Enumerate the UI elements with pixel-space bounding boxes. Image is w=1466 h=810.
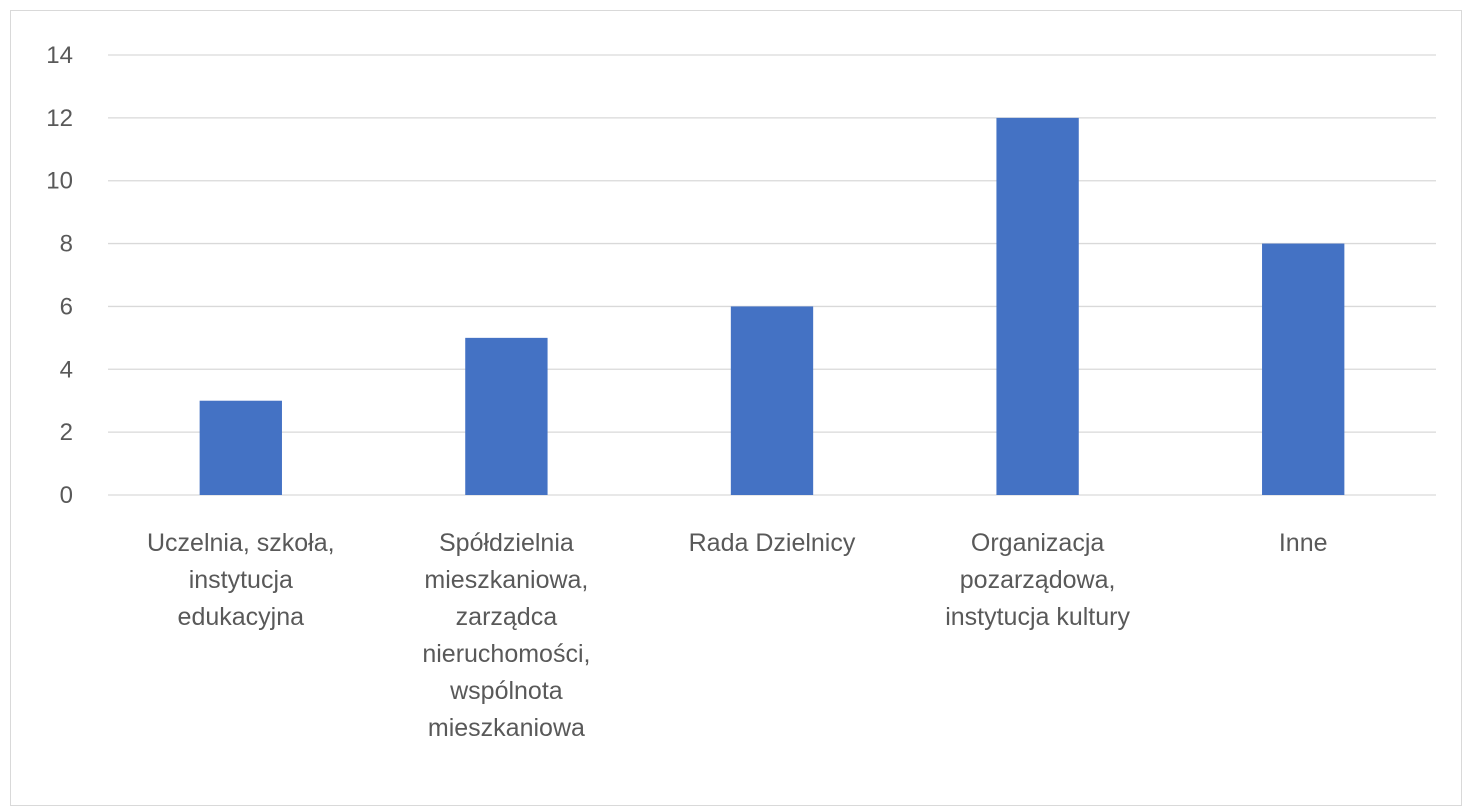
x-tick-label: wspólnota: [449, 677, 563, 705]
x-tick-label: Rada Dzielnicy: [689, 529, 856, 557]
x-tick-label: Uczelnia, szkoła,: [147, 529, 335, 557]
chart-frame: 0 2 4 6 8 10 12 14 Uczelnia, szkoła, instytucja ed…: [10, 10, 1462, 806]
y-tick-label: 6: [60, 293, 73, 320]
y-tick-label: 2: [60, 419, 73, 446]
x-tick-label: pozarządowa,: [960, 566, 1116, 594]
y-tick-label: 8: [60, 231, 73, 258]
bar-chart: 0 2 4 6 8 10 12 14 Uczelnia, szkoła, instytucja ed…: [46, 42, 1436, 742]
bar: [730, 306, 814, 495]
y-tick-label: 4: [60, 356, 73, 383]
x-tick-label: Organizacja: [971, 529, 1104, 557]
bar: [199, 400, 282, 495]
x-tick-label: Spółdzielnia: [439, 529, 574, 557]
x-tick-label: mieszkaniowa,: [424, 566, 588, 594]
y-tick-label: 14: [46, 42, 73, 69]
x-tick-label: instytucja: [189, 566, 293, 594]
y-tick-label: 10: [46, 168, 73, 195]
y-tick-label: 0: [60, 482, 73, 509]
x-tick-label: edukacyjna: [178, 603, 305, 631]
y-tick-label: 12: [46, 105, 73, 132]
bar: [996, 117, 1079, 495]
x-tick-label: zarządca: [456, 603, 558, 631]
x-tick-label: Inne: [1279, 529, 1328, 557]
x-tick-label: nieruchomości,: [422, 640, 590, 668]
x-tick-label: instytucja kultury: [945, 603, 1130, 631]
x-tick-label: mieszkaniowa: [428, 714, 585, 742]
bar: [465, 337, 548, 495]
bar: [1262, 243, 1345, 495]
